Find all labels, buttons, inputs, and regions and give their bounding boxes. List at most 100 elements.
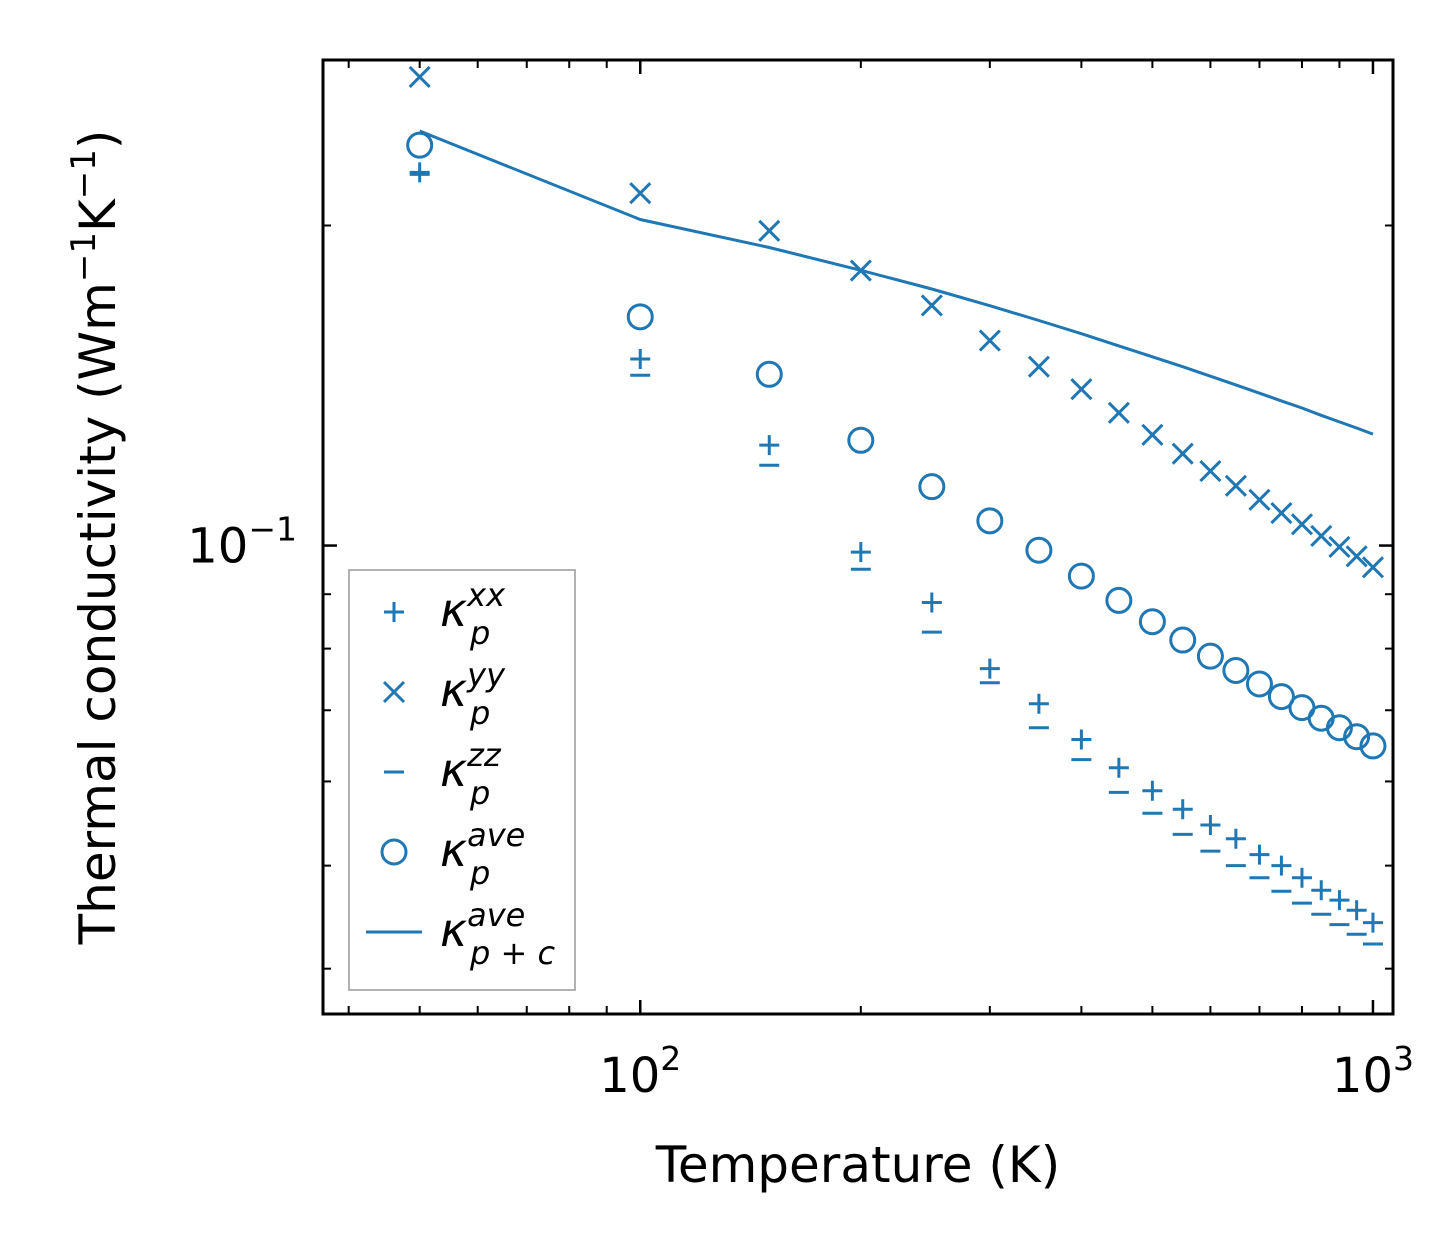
y-axis-label-end: ) <box>69 130 127 150</box>
series-x <box>408 65 1385 579</box>
data-point <box>1361 556 1385 579</box>
y-axis-label-main: Thermal conductivity (Wm <box>69 282 127 945</box>
legend-label-sub: p <box>469 854 490 892</box>
data-point <box>1107 401 1130 424</box>
y-tick-label: 10−1 <box>187 510 297 575</box>
x-tick-label-exp: 2 <box>660 1039 681 1078</box>
data-point <box>758 219 781 242</box>
data-point <box>1169 626 1197 654</box>
x-tick-label-exp: 3 <box>1393 1039 1414 1078</box>
y-axis-label: Thermal conductivity (Wm−1K−1) <box>64 130 127 946</box>
major-ticks <box>323 60 1393 1014</box>
legend-label: κyy p <box>440 656 506 732</box>
legend-swatch <box>384 602 404 622</box>
legend-label: κxx p <box>440 576 506 652</box>
data-point <box>1310 524 1333 548</box>
legend-label-base: κ <box>440 903 467 957</box>
data-point <box>1138 608 1166 636</box>
legend-label-base: κ <box>440 663 467 717</box>
data-point <box>847 426 875 454</box>
data-point <box>1311 880 1332 901</box>
legend-box <box>348 569 576 991</box>
axes-frame <box>321 58 1395 1016</box>
data-point <box>979 658 1000 679</box>
data-point <box>1245 670 1273 698</box>
data-point <box>409 162 430 183</box>
data-point <box>921 592 942 613</box>
data-point <box>1270 501 1293 525</box>
data-point <box>1329 890 1350 911</box>
data-point <box>976 507 1004 535</box>
data-point <box>1199 460 1222 483</box>
y-axis-label-mid: K <box>69 198 127 232</box>
series-hline <box>409 172 1383 946</box>
x-tick-label-base: 10 <box>599 1048 660 1104</box>
data-point <box>918 473 946 501</box>
legend-item: κxx p <box>384 576 506 652</box>
legend-label-sup: yy <box>466 656 506 694</box>
x-axis-label: Temperature (K) <box>655 1136 1060 1194</box>
data-point <box>1271 855 1292 876</box>
data-point <box>978 329 1001 352</box>
data-point <box>1108 757 1129 778</box>
data-point <box>1071 729 1092 750</box>
data-point <box>759 435 780 456</box>
series-line <box>419 129 1374 436</box>
data-point <box>629 182 652 205</box>
legend-label-sub: p <box>469 694 490 732</box>
data-point <box>850 542 871 563</box>
x-tick-label: 103 <box>1332 1039 1414 1104</box>
data-point <box>1291 867 1312 888</box>
legend-label: κave p + c <box>440 896 555 972</box>
data-point <box>920 294 943 317</box>
legend-label-sub: p <box>469 774 490 812</box>
data-point <box>630 348 651 369</box>
y-axis-label-exp1: −1 <box>64 232 104 282</box>
data-point <box>1200 814 1221 835</box>
data-point <box>1070 378 1093 401</box>
legend-label: κave p <box>440 816 525 892</box>
data-point <box>1343 723 1371 751</box>
legend-label-sup: ave <box>467 896 525 934</box>
data-point <box>1028 693 1049 714</box>
legend-label-sub: p <box>469 614 490 652</box>
data-point <box>1328 535 1351 559</box>
data-point <box>1027 355 1050 378</box>
data-point <box>1249 844 1270 865</box>
data-point <box>626 303 654 331</box>
legend-label-base: κ <box>440 583 467 637</box>
y-tick-label-exp: −1 <box>248 510 297 549</box>
legend-item: κave p <box>380 816 525 892</box>
x-tick-label: 102 <box>599 1039 681 1104</box>
data-point <box>1346 900 1367 921</box>
series-circle <box>406 131 1387 760</box>
data-point <box>755 360 783 388</box>
data-point <box>1222 656 1250 684</box>
data-point <box>1225 828 1246 849</box>
y-tick-label-base: 10 <box>187 519 248 575</box>
data-point <box>1196 642 1224 670</box>
data-point <box>1267 683 1295 711</box>
data-point <box>1345 545 1368 568</box>
data-point <box>1248 488 1271 511</box>
y-axis-label-exp2: −1 <box>64 149 104 199</box>
legend-label-base: κ <box>440 743 467 797</box>
data-point <box>1362 912 1383 933</box>
data-point <box>1142 780 1163 801</box>
legend-label-sub: p + c <box>469 934 555 972</box>
series-line <box>419 129 1374 436</box>
data-point <box>1359 732 1387 760</box>
legend-item: κave p + c <box>366 896 555 972</box>
legend-label: κzz p <box>440 736 502 812</box>
series-plus <box>409 162 1383 933</box>
data-point <box>1171 442 1194 465</box>
data-point <box>1105 586 1133 614</box>
data-point <box>1290 513 1314 536</box>
legend-swatch <box>380 838 408 866</box>
legend-swatch <box>382 680 406 704</box>
legend-label-sup: xx <box>466 576 506 614</box>
